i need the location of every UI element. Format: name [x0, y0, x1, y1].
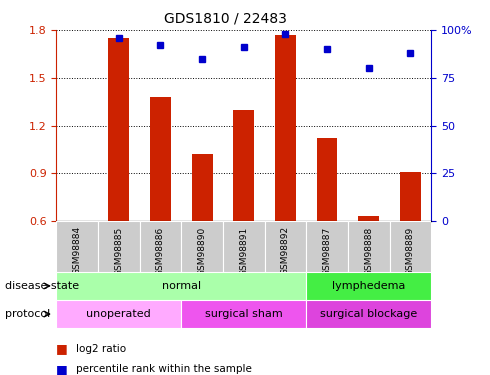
Bar [317, 138, 338, 221]
Text: GSM98886: GSM98886 [156, 226, 165, 276]
Text: GSM98887: GSM98887 [322, 226, 332, 276]
Bar [150, 97, 171, 221]
Text: surgical blockage: surgical blockage [320, 309, 417, 319]
Bar [108, 38, 129, 221]
Bar [390, 221, 431, 272]
Bar [181, 300, 306, 328]
Bar [306, 300, 431, 328]
Bar [233, 110, 254, 221]
Text: ■: ■ [56, 342, 72, 355]
Bar [56, 300, 181, 328]
Text: GSM98889: GSM98889 [406, 226, 415, 276]
Text: disease state: disease state [5, 281, 79, 291]
Text: GDS1810 / 22483: GDS1810 / 22483 [164, 11, 287, 25]
Bar [56, 272, 306, 300]
Text: GSM98888: GSM98888 [364, 226, 373, 276]
Bar [348, 221, 390, 272]
Text: surgical sham: surgical sham [205, 309, 283, 319]
Text: normal: normal [162, 281, 201, 291]
Bar [306, 272, 431, 300]
Text: GSM98891: GSM98891 [239, 226, 248, 276]
Bar [265, 221, 306, 272]
Text: GSM98890: GSM98890 [197, 226, 207, 276]
Text: ■: ■ [56, 363, 72, 375]
Bar [98, 221, 140, 272]
Text: GSM98884: GSM98884 [73, 226, 82, 275]
Text: protocol: protocol [5, 309, 50, 319]
Text: log2 ratio: log2 ratio [76, 344, 126, 354]
Bar [306, 221, 348, 272]
Bar [192, 154, 213, 221]
Bar [140, 221, 181, 272]
Text: unoperated: unoperated [86, 309, 151, 319]
Bar [275, 35, 296, 221]
Bar [358, 216, 379, 221]
Bar [181, 221, 223, 272]
Bar [400, 172, 421, 221]
Bar [56, 221, 98, 272]
Text: GSM98885: GSM98885 [114, 226, 123, 276]
Text: percentile rank within the sample: percentile rank within the sample [76, 364, 252, 374]
Text: lymphedema: lymphedema [332, 281, 405, 291]
Bar [223, 221, 265, 272]
Text: GSM98892: GSM98892 [281, 226, 290, 275]
